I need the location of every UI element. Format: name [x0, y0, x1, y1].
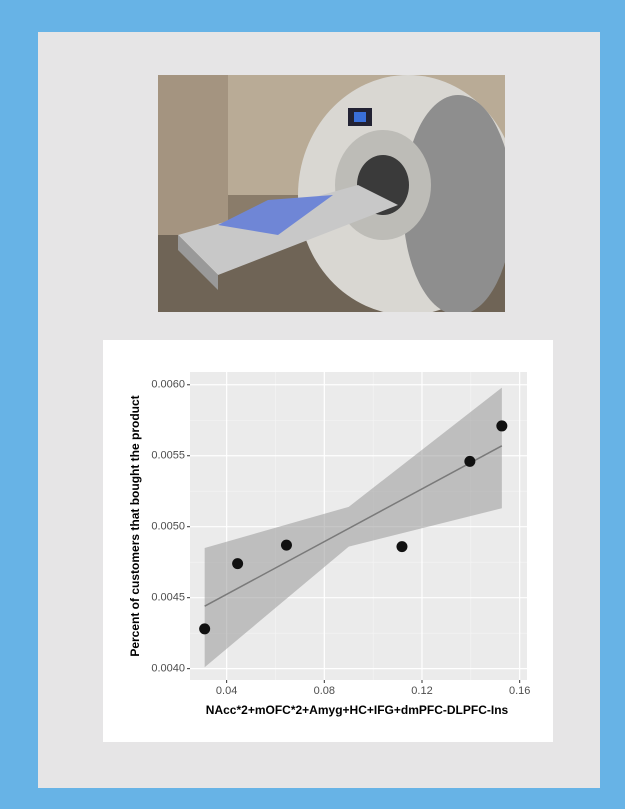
x-axis-title: NAcc*2+mOFC*2+Amyg+HC+IFG+dmPFC-DLPFC-In… — [206, 703, 509, 717]
data-point — [199, 623, 210, 634]
y-tick-label: 0.0050 — [151, 521, 185, 533]
y-axis-title: Percent of customers that bought the pro… — [128, 395, 142, 656]
x-tick-label: 0.04 — [216, 685, 237, 697]
page: NAcc*2+mOFC*2+Amyg+HC+IFG+dmPFC-DLPFC-In… — [0, 0, 625, 809]
x-tick-label: 0.16 — [509, 685, 530, 697]
y-tick-label: 0.0045 — [151, 592, 185, 604]
x-tick-label: 0.08 — [314, 685, 335, 697]
data-point — [464, 456, 475, 467]
y-tick-label: 0.0040 — [151, 663, 185, 675]
data-point — [232, 558, 243, 569]
data-point — [496, 420, 507, 431]
y-tick-label: 0.0055 — [151, 450, 185, 462]
data-point — [396, 541, 407, 552]
x-tick-label: 0.12 — [411, 685, 432, 697]
chart: NAcc*2+mOFC*2+Amyg+HC+IFG+dmPFC-DLPFC-In… — [0, 0, 625, 809]
data-point — [281, 540, 292, 551]
y-tick-label: 0.0060 — [151, 379, 185, 391]
